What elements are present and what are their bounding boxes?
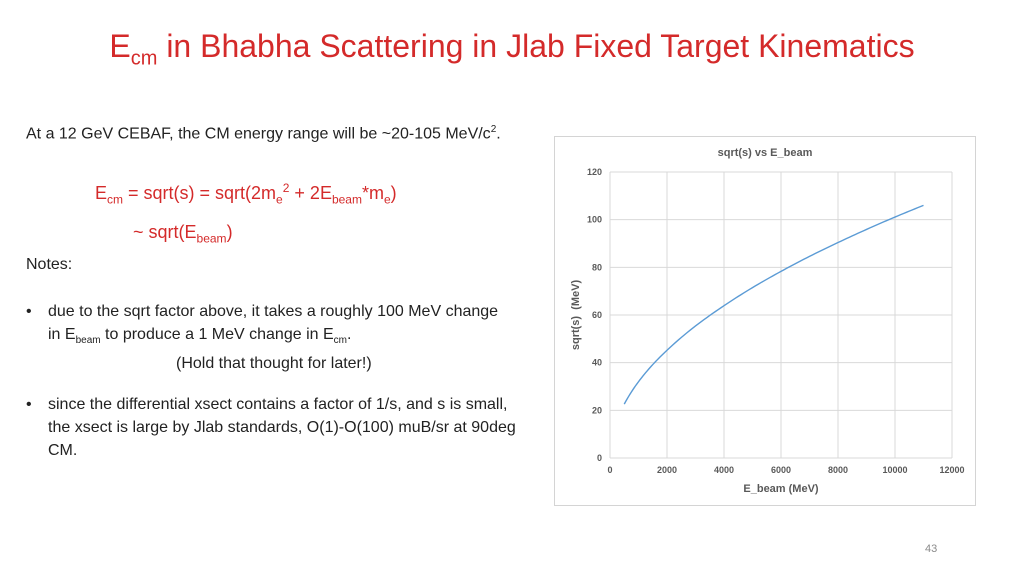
- x-tick-label: 4000: [714, 465, 734, 475]
- bullet-2-line-2: the xsect is large by Jlab standards, O(…: [48, 419, 516, 436]
- chart-title: sqrt(s) vs E_beam: [718, 147, 813, 159]
- y-tick-label: 100: [587, 215, 602, 225]
- y-tick-label: 120: [587, 167, 602, 177]
- x-tick-labels: 0 2000 4000 6000 8000 10000 12000: [607, 465, 964, 475]
- x-tick-label: 10000: [882, 465, 907, 475]
- bullet-icon: •: [26, 396, 32, 413]
- bullet-1-line-1: due to the sqrt factor above, it takes a…: [48, 303, 499, 320]
- bullet-icon: •: [26, 303, 32, 320]
- formula-line-1: Ecm = sqrt(s) = sqrt(2me2 + 2Ebeam*me): [95, 181, 397, 207]
- y-tick-label: 40: [592, 358, 602, 368]
- y-tick-label: 0: [597, 453, 602, 463]
- bullet-item-1: • due to the sqrt factor above, it takes…: [26, 300, 566, 375]
- bullet-1-line-2: in Ebeam to produce a 1 MeV change in Ec…: [48, 326, 352, 347]
- formula-line-2: ~ sqrt(Ebeam): [133, 221, 233, 246]
- x-tick-label: 0: [607, 465, 612, 475]
- bullet-2-line-3: CM.: [48, 442, 78, 459]
- notes-label: Notes:: [26, 256, 73, 273]
- series-lines: [623, 204, 924, 405]
- intro-text: At a 12 GeV CEBAF, the CM energy range w…: [26, 124, 501, 143]
- line-chart: 0 2000 4000 6000 8000 10000 12000 0 20 40 60 80 100…: [570, 147, 965, 495]
- chart-container: 0 2000 4000 6000 8000 10000 12000 0 20 40 60 80 100…: [554, 136, 976, 506]
- slide-title: Ecm in Bhabha Scattering in Jlab Fixed T…: [109, 28, 915, 70]
- bullet-2-line-1: since the differential xsect contains a …: [48, 396, 508, 413]
- formula-block: Ecm = sqrt(s) = sqrt(2me2 + 2Ebeam*me) ~…: [95, 172, 397, 254]
- x-tick-label: 6000: [771, 465, 791, 475]
- horizontal-gridlines: [610, 171, 952, 459]
- y-tick-label: 60: [592, 310, 602, 320]
- series-line-sqrt-s: [623, 204, 924, 405]
- y-tick-labels: 0 20 40 60 80 100 120: [587, 167, 602, 463]
- y-tick-label: 20: [592, 405, 602, 415]
- x-tick-label: 2000: [657, 465, 677, 475]
- bullet-1-line-3: (Hold that thought for later!): [176, 355, 372, 373]
- x-tick-label: 8000: [828, 465, 848, 475]
- x-tick-label: 12000: [939, 465, 964, 475]
- x-axis-label: E_beam (MeV): [743, 483, 819, 495]
- page-number: 43: [925, 543, 938, 555]
- bullet-item-2: • since the differential xsect contains …: [26, 393, 566, 462]
- y-tick-label: 80: [592, 262, 602, 272]
- y-axis-label: sqrt(s) (MeV): [570, 280, 582, 351]
